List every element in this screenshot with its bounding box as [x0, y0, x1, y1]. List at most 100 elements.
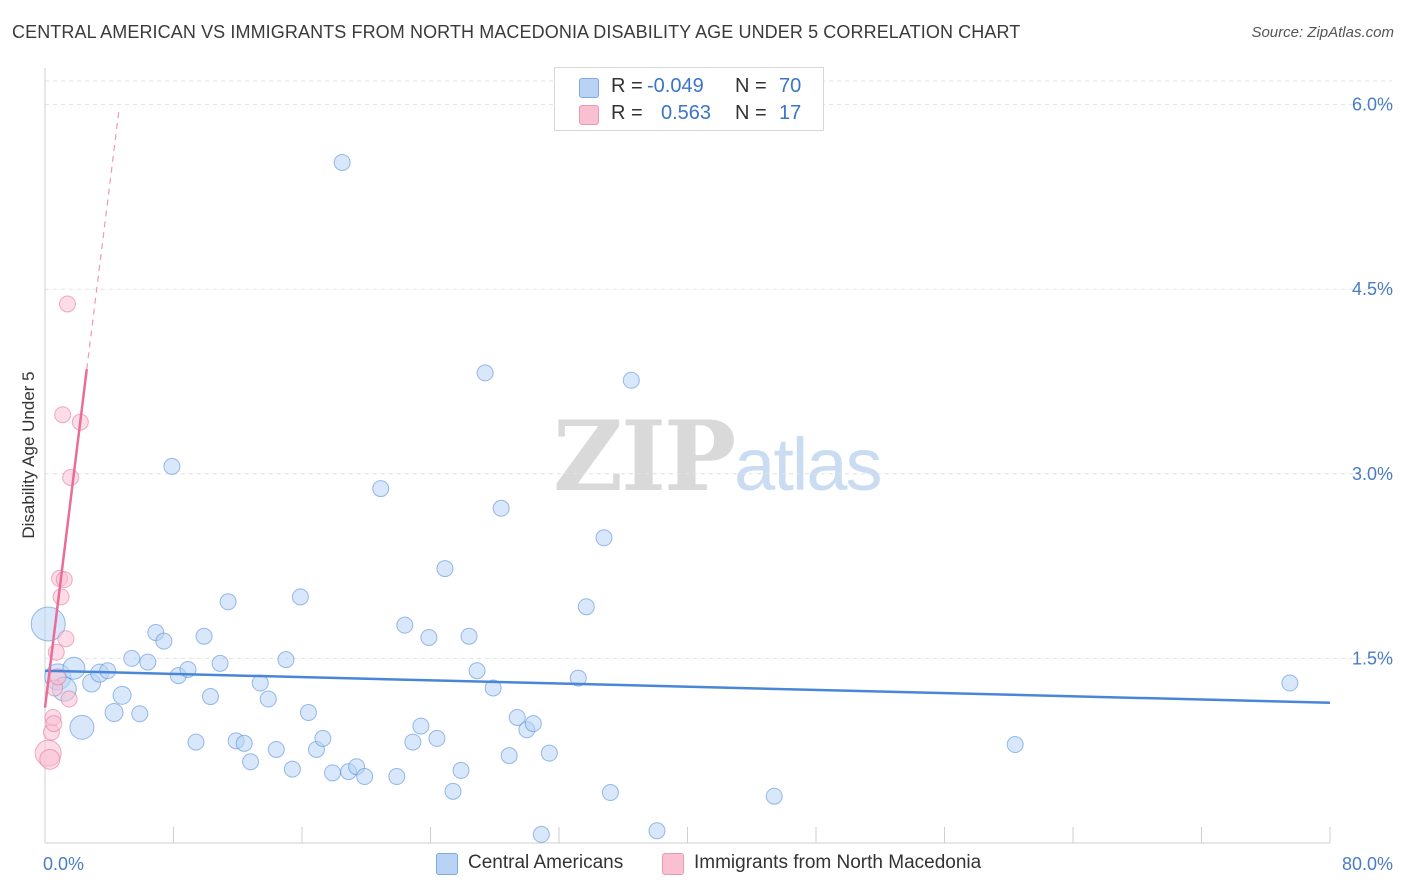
legend-r-label: R = [611, 102, 643, 124]
data-point [39, 748, 61, 770]
data-point [62, 656, 86, 680]
data-point [372, 480, 390, 498]
chart-title: CENTRAL AMERICAN VS IMMIGRANTS FROM NORT… [12, 22, 1021, 42]
series-label: Central Americans [468, 852, 624, 873]
data-point [267, 740, 285, 758]
data-point [324, 764, 342, 782]
series-swatch-pink [662, 853, 684, 875]
trend-line-north-macedonia [43, 369, 89, 708]
data-point [131, 705, 149, 723]
data-point [500, 747, 518, 765]
y-tick-label: 6.0% [1352, 95, 1393, 115]
data-point [412, 717, 430, 735]
data-point [492, 499, 510, 517]
data-point [291, 588, 309, 606]
watermark-zip: ZIP [553, 400, 736, 513]
data-point [601, 784, 619, 802]
data-point [540, 744, 558, 762]
x-tick-label: 0.0% [43, 854, 84, 874]
x-tick-label: 80.0% [1342, 854, 1393, 874]
data-point [57, 630, 75, 648]
legend-n-label: N = [735, 102, 767, 124]
data-point [460, 627, 478, 645]
data-point [211, 654, 229, 672]
legend-r-value: 0.563 [661, 102, 712, 124]
north-macedonia-points [34, 295, 89, 770]
source-label: Source: ZipAtlas.com [1251, 24, 1394, 41]
data-point [532, 825, 550, 843]
data-point [508, 708, 526, 726]
data-point [299, 704, 317, 722]
data-point [577, 598, 595, 616]
legend-r-value: -0.049 [647, 75, 704, 97]
legend-r-label: R = [611, 75, 643, 97]
data-point [60, 690, 78, 708]
trend-extension-north-macedonia [86, 110, 120, 370]
trend-lines [43, 110, 1331, 708]
data-point [444, 782, 462, 800]
data-point [104, 703, 124, 723]
data-point [333, 153, 351, 171]
legend-swatch-blue [579, 78, 599, 98]
data-point [242, 753, 260, 771]
data-point [52, 588, 70, 606]
trend-line-central-americans [44, 669, 1331, 704]
data-point [219, 593, 237, 611]
data-point [452, 761, 470, 779]
data-point [163, 457, 181, 475]
data-point [476, 364, 494, 382]
central-americans-points [30, 153, 1299, 843]
series-label: Immigrants from North Macedonia [694, 852, 982, 873]
axes [44, 68, 1331, 844]
legend-n-label: N = [735, 75, 767, 97]
data-point [524, 715, 542, 733]
data-point [187, 733, 205, 751]
y-tick-label: 1.5% [1352, 648, 1393, 668]
data-point [69, 714, 95, 740]
data-point [62, 468, 80, 486]
data-point [155, 632, 173, 650]
data-point [765, 787, 783, 805]
data-point [436, 560, 454, 578]
data-point [396, 616, 414, 634]
series-swatch-blue [436, 853, 458, 875]
grid-lines [45, 80, 1392, 659]
data-point [314, 729, 332, 747]
data-point [55, 571, 73, 589]
data-point [235, 734, 253, 752]
data-point [283, 760, 301, 778]
data-point [58, 295, 76, 313]
legend-swatch-pink [579, 105, 599, 125]
y-axis-label: Disability Age Under 5 [19, 371, 38, 538]
data-point [99, 662, 117, 680]
data-point [1281, 674, 1299, 692]
data-point [112, 685, 132, 705]
data-point [595, 529, 613, 547]
y-tick-label: 4.5% [1352, 279, 1393, 299]
legend-n-value: 17 [779, 102, 802, 124]
data-point [54, 406, 72, 424]
data-point [1006, 736, 1024, 754]
data-point [420, 628, 438, 646]
data-point [622, 371, 640, 389]
legend-n-value: 70 [779, 75, 802, 97]
data-point [428, 729, 446, 747]
watermark-atlas: atlas [734, 423, 882, 506]
data-point [404, 733, 422, 751]
data-point [195, 627, 213, 645]
data-point [468, 662, 486, 680]
data-point [139, 653, 157, 671]
data-point [123, 649, 141, 667]
data-point [388, 768, 406, 786]
data-point [45, 715, 63, 733]
correlation-legend: R = -0.049 N = 70 R = 0.563 N = 17 [554, 67, 824, 131]
tick-labels: 1.5% 3.0% 4.5% 6.0% 0.0% 80.0% [43, 95, 1393, 874]
y-tick-label: 3.0% [1352, 464, 1393, 484]
data-point [484, 679, 502, 697]
data-point [201, 688, 219, 706]
data-point [259, 690, 277, 708]
data-point [569, 669, 587, 687]
data-point [356, 768, 374, 786]
data-point [648, 822, 666, 840]
